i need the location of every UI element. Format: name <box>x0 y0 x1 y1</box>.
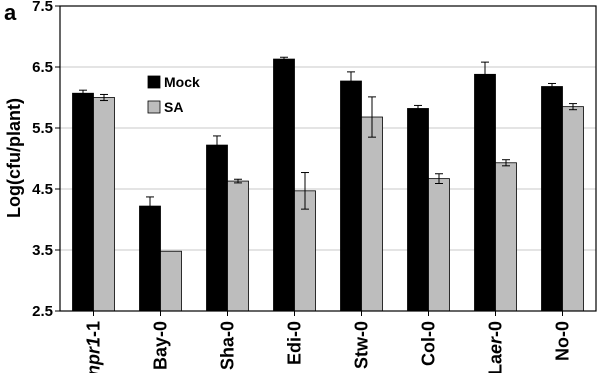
bar-mock-sha-0 <box>206 144 228 312</box>
bar-sa-col-0 <box>428 178 450 312</box>
y-tick-labels: 2.5 3.5 4.5 5.5 6.5 7.5 <box>32 0 60 320</box>
bar-sa-stw-0 <box>361 116 383 312</box>
category-label-sha-0: Sha-0 <box>218 321 238 370</box>
bar-mock-edi-0 <box>273 58 295 312</box>
bar-mock-col-0 <box>407 108 429 312</box>
y-axis-title: Log(cfu/plant) <box>4 98 24 218</box>
error-bar <box>368 96 376 138</box>
x-category-labels: npr1-1 Bay-0 Sha-0 Edi-0 Stw-0 Col-0 Laer-0 No-… <box>84 311 573 373</box>
legend: Mock SA <box>147 74 200 115</box>
category-label-no-0: No-0 <box>553 321 573 361</box>
category-label-stw-0: Stw-0 <box>352 321 372 369</box>
error-bar <box>435 173 443 185</box>
bar-mock-stw-0 <box>340 80 362 312</box>
error-bar <box>301 172 309 210</box>
bar-mock-bay-0 <box>139 205 161 312</box>
legend-swatch-sa <box>147 100 161 114</box>
bar-sa-no-0 <box>562 106 584 312</box>
y-tick-label: 2.5 <box>32 303 53 320</box>
legend-label-sa: SA <box>164 99 183 115</box>
category-label-bay-0: Bay-0 <box>151 321 171 370</box>
bars <box>72 56 584 312</box>
y-tick-label: 3.5 <box>32 242 53 259</box>
error-bar <box>79 89 87 97</box>
y-tick-label: 4.5 <box>32 181 53 198</box>
bar-sa-sha-0 <box>227 180 249 312</box>
error-bar <box>100 93 108 102</box>
category-label-laer-0: Laer-0 <box>486 321 506 373</box>
error-bar <box>569 103 577 111</box>
error-bar <box>502 159 510 167</box>
axes <box>59 5 597 312</box>
y-tick-label: 6.5 <box>32 59 53 76</box>
error-bar <box>414 104 422 113</box>
error-bar <box>280 56 288 62</box>
y-tick-label: 5.5 <box>32 120 53 137</box>
error-bar <box>481 61 489 88</box>
error-bar <box>213 135 221 155</box>
category-label-edi-0: Edi-0 <box>285 321 305 365</box>
bar-mock-no-0 <box>541 86 563 312</box>
plot-frame <box>59 5 597 312</box>
error-bar <box>347 71 355 91</box>
panel-letter: a <box>4 0 17 25</box>
legend-swatch-mock <box>147 75 161 89</box>
bar-sa-laer-0 <box>495 162 517 312</box>
bar-mock-laer-0 <box>474 73 496 312</box>
bar-mock-npr1-1 <box>72 92 94 312</box>
error-bar <box>548 82 556 91</box>
error-bar <box>234 178 242 184</box>
y-tick-label: 7.5 <box>32 0 53 15</box>
category-label-npr1-1: npr1-1 <box>84 321 104 373</box>
bar-sa-npr1-1 <box>93 97 115 312</box>
error-bar <box>146 196 154 216</box>
bar-sa-bay-0 <box>160 250 182 312</box>
category-label-col-0: Col-0 <box>419 321 439 366</box>
legend-label-mock: Mock <box>164 74 200 90</box>
